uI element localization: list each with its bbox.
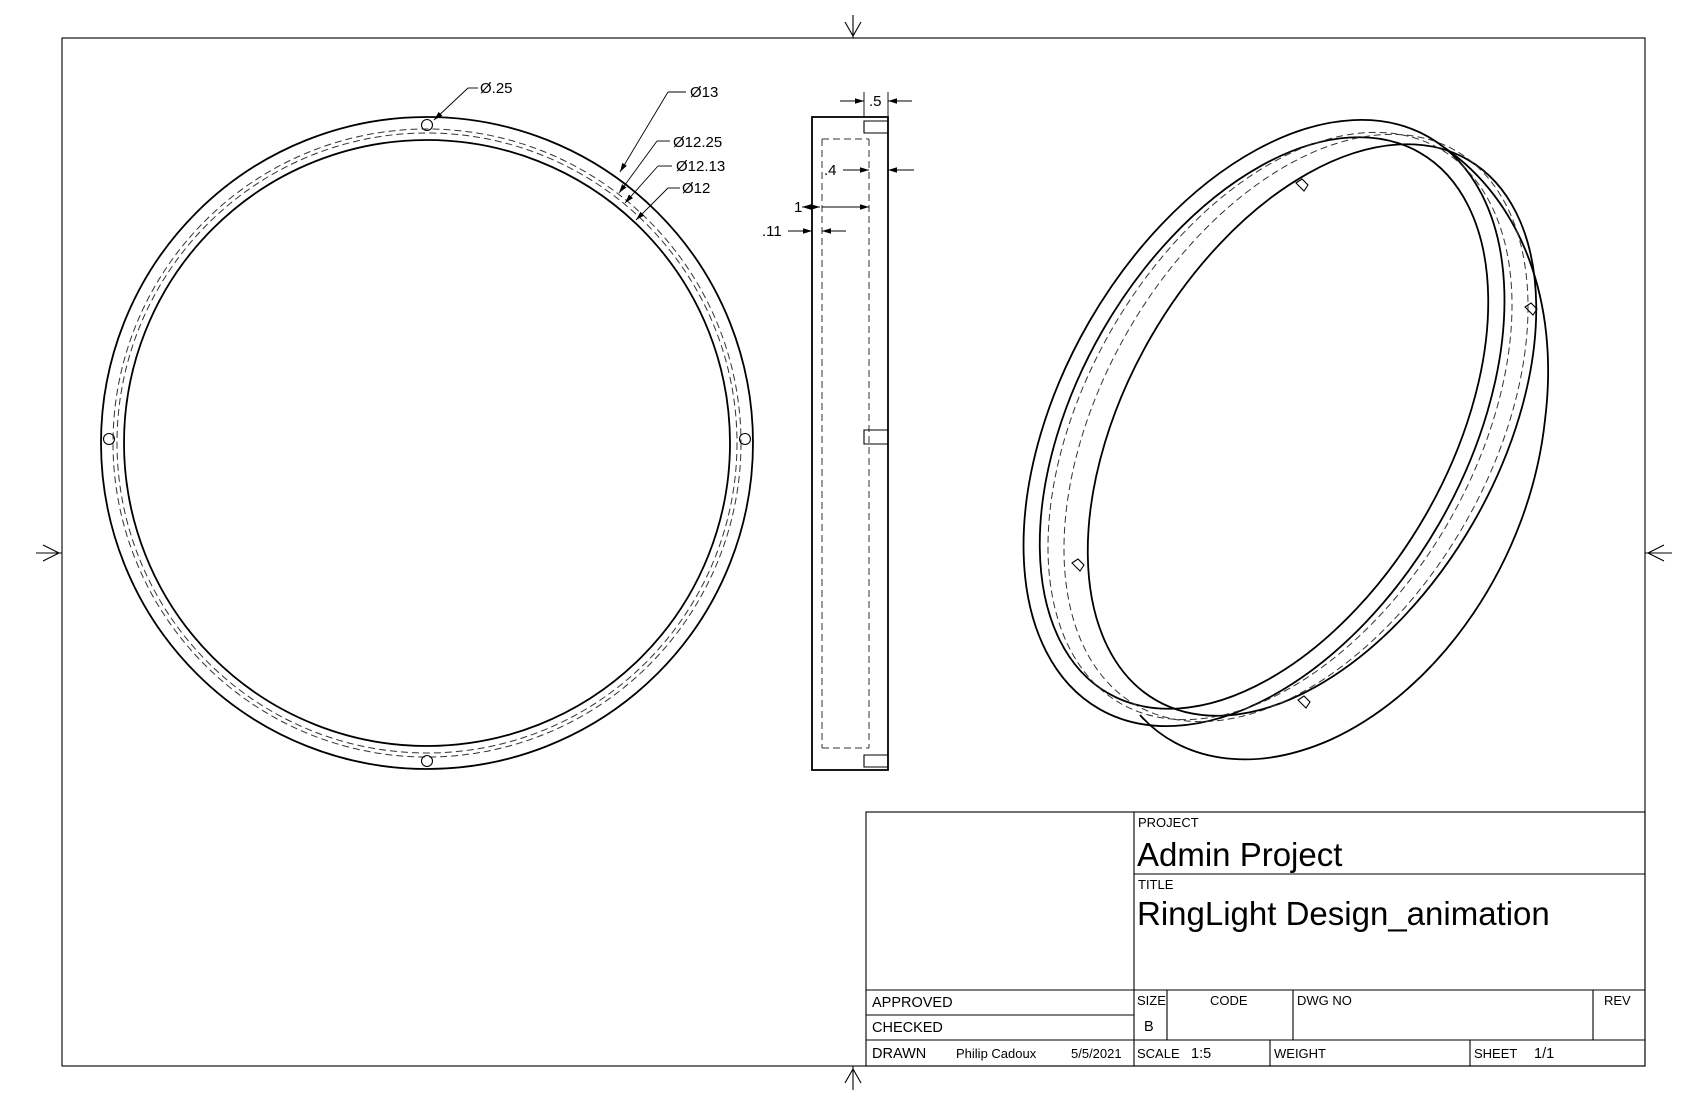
hole-left [102, 432, 116, 446]
weight-label: WEIGHT [1274, 1046, 1326, 1061]
outer-circle [100, 116, 754, 770]
title-label: TITLE [1138, 877, 1174, 892]
dim-hole-dia: Ø.25 [480, 80, 513, 97]
checked-label: CHECKED [872, 1020, 943, 1036]
dim-side-width: 1 [794, 199, 802, 216]
iso-groove-a [1047, 131, 1513, 721]
drawn-by: Philip Cadoux [956, 1046, 1037, 1061]
hole-right [738, 432, 752, 446]
drawn-label: DRAWN [872, 1046, 926, 1062]
dim-12-13: Ø12.13 [676, 158, 725, 175]
iso-back-outer [1139, 147, 1549, 761]
iso-front-inner [1038, 136, 1490, 710]
centering-marks [36, 15, 1672, 1090]
groove-outer-hidden [112, 128, 742, 758]
iso-back-inner [1086, 143, 1538, 717]
dim-outer-dia: Ø13 [690, 84, 718, 101]
scale-value: 1:5 [1191, 1046, 1211, 1062]
size-label: SIZE [1137, 993, 1166, 1008]
sheet-value: 1/1 [1534, 1046, 1554, 1062]
front-leaders [433, 87, 686, 221]
side-hole-notches [863, 120, 888, 768]
drawing-title: RingLight Design_animation [1137, 895, 1550, 932]
drawn-date: 5/5/2021 [1071, 1046, 1122, 1061]
hole-top [420, 118, 434, 132]
mounting-holes [102, 118, 752, 768]
iso-front-outer [1022, 118, 1506, 728]
dim-side-wall: .11 [762, 223, 782, 240]
dim-side-groove: .4 [824, 162, 837, 179]
dim-12-25: Ø12.25 [673, 134, 722, 151]
dwg-no-label: DWG NO [1297, 993, 1352, 1008]
side-dims [788, 92, 914, 234]
approved-label: APPROVED [872, 995, 953, 1011]
iso-groove-b [1063, 133, 1529, 723]
iso-holes [1071, 178, 1538, 709]
front-view: Ø.25 Ø13 Ø12.25 Ø12.13 Ø12 [100, 80, 754, 770]
rev-label: REV [1604, 993, 1631, 1008]
project-label: PROJECT [1138, 815, 1199, 830]
dim-inner-dia: Ø12 [682, 180, 710, 197]
inner-circle [123, 139, 731, 747]
hole-bottom [420, 754, 434, 768]
dim-side-top: .5 [869, 93, 882, 110]
title-block [865, 811, 1646, 1067]
groove-inner-hidden [116, 132, 738, 754]
code-label: CODE [1210, 993, 1248, 1008]
isometric-view [1022, 118, 1549, 761]
side-view: .5 .4 1 .11 [762, 92, 914, 771]
sheet-label: SHEET [1474, 1046, 1517, 1061]
scale-label: SCALE [1137, 1046, 1180, 1061]
size-value: B [1144, 1019, 1154, 1035]
project-name: Admin Project [1137, 836, 1342, 873]
